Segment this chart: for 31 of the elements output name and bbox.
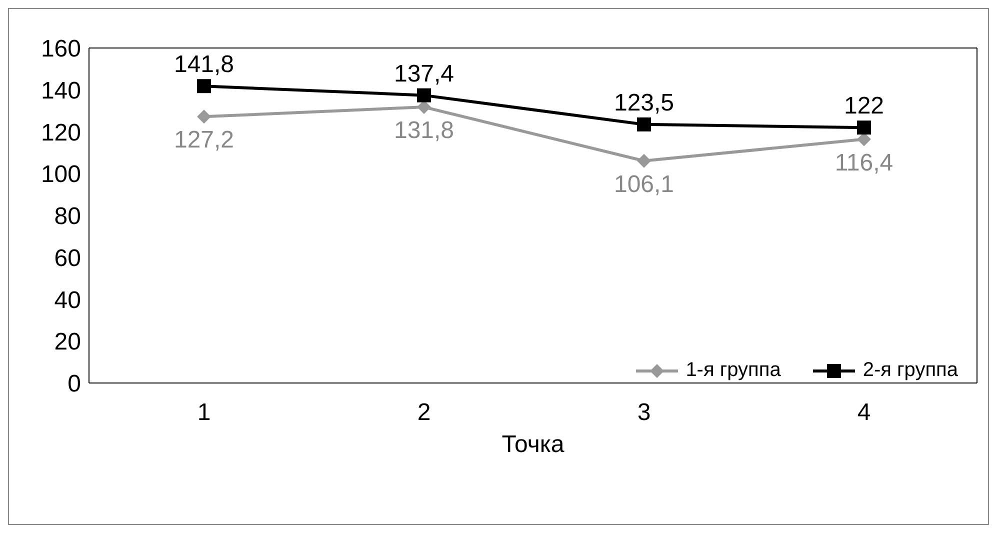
data-label: 131,8	[394, 117, 454, 144]
x-tick-label: 1	[197, 399, 211, 426]
data-label: 122	[844, 92, 884, 120]
y-tick-label: 140	[40, 77, 81, 104]
y-tick-label: 60	[54, 244, 81, 272]
y-tick-label: 80	[54, 203, 81, 230]
y-tick-label: 40	[54, 286, 81, 314]
y-tick-label: 100	[40, 161, 81, 188]
data-label: 116,4	[834, 149, 894, 176]
data-label: 137,4	[394, 60, 454, 88]
point	[857, 120, 871, 135]
legend-label: 1-я группа	[686, 359, 781, 382]
y-tick-label: 20	[54, 328, 81, 356]
y-tick-label: 0	[68, 370, 81, 398]
point	[637, 117, 651, 132]
legend-label: 2-я группа	[862, 359, 958, 382]
x-tick-label: 2	[417, 399, 431, 426]
data-label: 106,1	[614, 170, 674, 198]
point	[197, 79, 211, 94]
point	[417, 100, 431, 114]
y-tick-label: 160	[40, 36, 81, 63]
point	[637, 154, 651, 168]
x-axis-title: Точка	[502, 431, 565, 458]
point	[197, 110, 211, 124]
x-tick-label: 3	[637, 399, 651, 426]
y-tick-label: 120	[40, 119, 81, 146]
point	[417, 88, 431, 102]
data-label: 123,5	[614, 89, 674, 116]
data-label: 141,8	[174, 51, 234, 78]
data-label: 127,2	[174, 126, 234, 154]
x-tick-label: 4	[857, 399, 871, 426]
